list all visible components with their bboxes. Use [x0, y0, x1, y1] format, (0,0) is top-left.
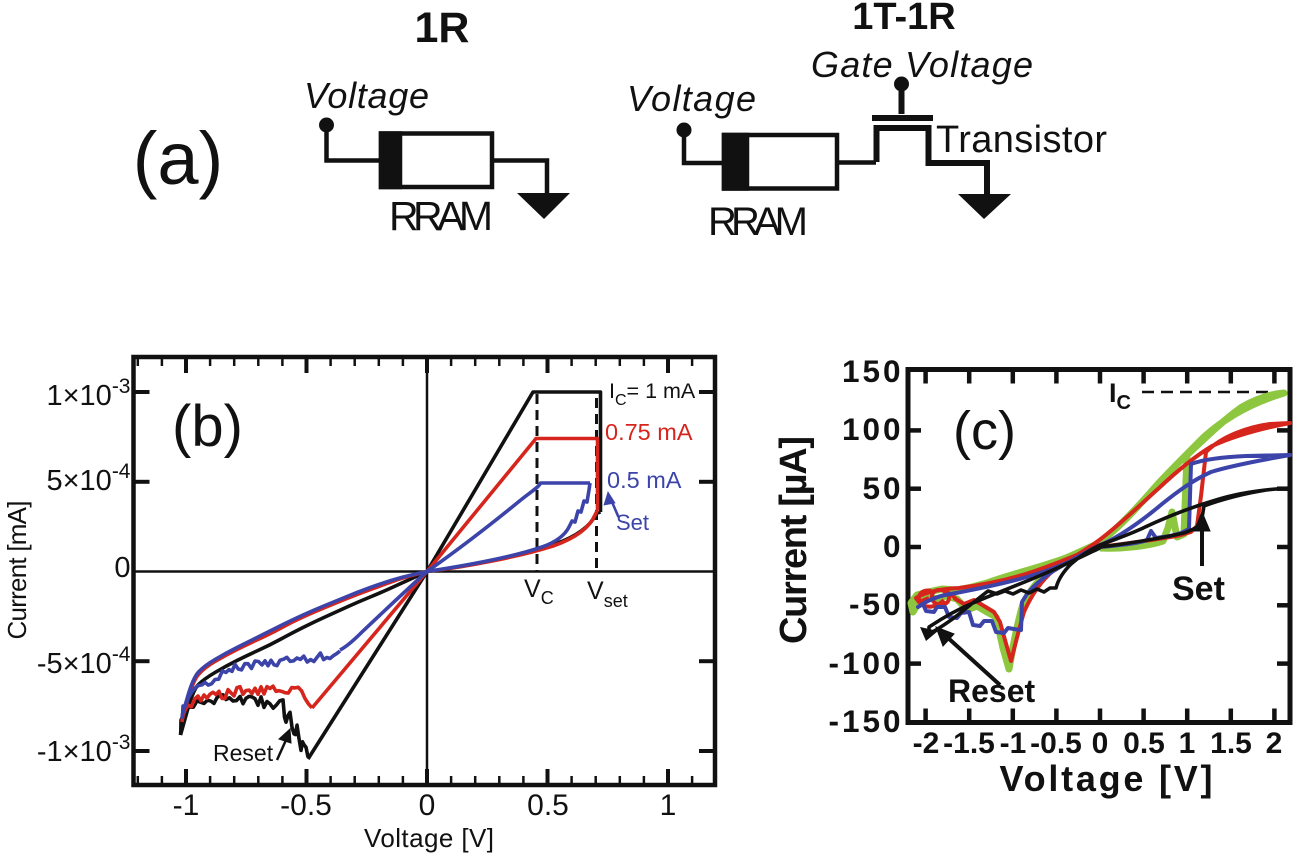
svg-text:Reset: Reset: [213, 740, 274, 766]
svg-text:Gate Voltage: Gate Voltage: [811, 44, 1033, 85]
svg-text:Set: Set: [616, 510, 649, 535]
svg-text:1: 1: [660, 789, 677, 822]
svg-text:-150: -150: [828, 703, 903, 739]
svg-text:(a): (a): [133, 117, 223, 200]
svg-text:-1: -1: [173, 789, 200, 822]
svg-text:1T-1R: 1T-1R: [852, 0, 955, 38]
svg-text:0: 0: [114, 552, 130, 584]
svg-text:Transistor: Transistor: [936, 119, 1107, 161]
svg-text:50: 50: [862, 470, 903, 506]
svg-text:-1: -1: [1000, 727, 1027, 760]
svg-text:-2: -2: [913, 727, 940, 760]
svg-text:-0.5: -0.5: [1030, 727, 1082, 760]
svg-text:RRAM: RRAM: [708, 200, 808, 244]
svg-text:Current [mA]: Current [mA]: [2, 501, 32, 640]
svg-text:0: 0: [883, 528, 904, 564]
svg-text:-100: -100: [828, 645, 903, 681]
svg-text:Voltage: Voltage: [304, 75, 429, 116]
svg-text:0.5 mA: 0.5 mA: [607, 467, 682, 493]
svg-text:Set: Set: [1172, 570, 1225, 608]
svg-text:150: 150: [842, 353, 904, 389]
svg-text:0.5: 0.5: [1123, 727, 1165, 760]
svg-text:2: 2: [1266, 727, 1283, 760]
svg-text:-50: -50: [849, 586, 904, 622]
svg-text:0.5: 0.5: [527, 789, 569, 822]
svg-text:Current [µA]: Current [µA]: [773, 436, 815, 644]
svg-text:1.5: 1.5: [1210, 727, 1252, 760]
svg-text:RRAM: RRAM: [389, 193, 493, 239]
svg-text:100: 100: [842, 411, 904, 447]
svg-text:0: 0: [419, 789, 436, 822]
svg-text:1: 1: [1179, 727, 1196, 760]
svg-text:0.75 mA: 0.75 mA: [605, 419, 693, 445]
svg-text:0: 0: [1092, 727, 1109, 760]
svg-text:Voltage [V]: Voltage [V]: [1000, 758, 1213, 799]
svg-text:Voltage [V]: Voltage [V]: [364, 823, 494, 853]
svg-text:(b): (b): [172, 394, 243, 459]
svg-text:-0.5: -0.5: [280, 789, 332, 822]
svg-text:1R: 1R: [415, 4, 470, 52]
svg-text:-1.5: -1.5: [943, 727, 995, 760]
svg-text:Voltage: Voltage: [627, 78, 756, 119]
svg-text:5×10-4: 5×10-4: [46, 460, 130, 497]
svg-text:(c): (c): [953, 401, 1016, 461]
